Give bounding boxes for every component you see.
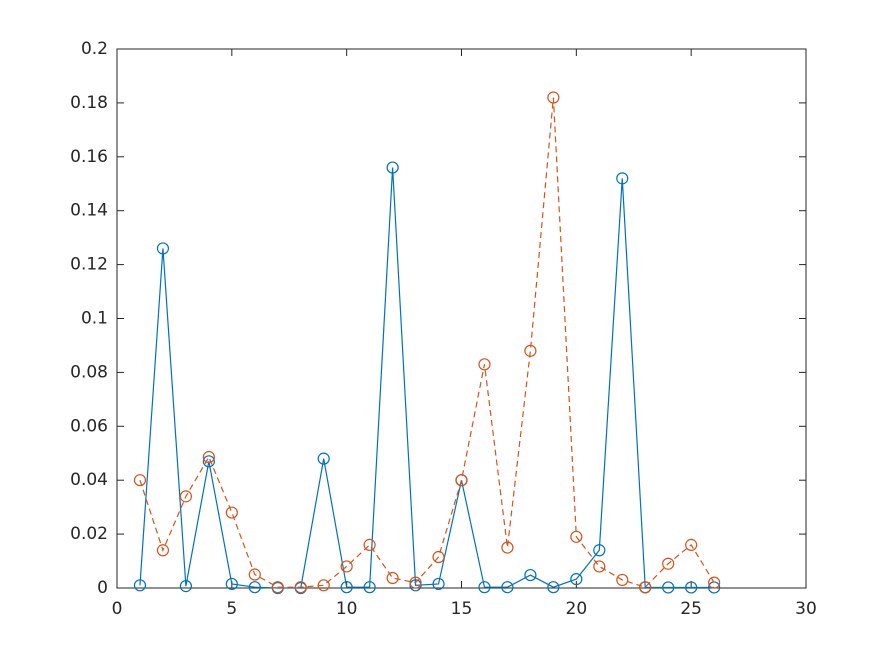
y-tick-label: 0.02 — [70, 524, 108, 544]
data-point — [478, 581, 491, 594]
y-tick-label: 0 — [97, 578, 108, 598]
data-point — [363, 581, 376, 594]
data-point — [547, 91, 560, 104]
data-point — [386, 571, 399, 585]
data-point — [386, 161, 399, 174]
data-point — [179, 490, 192, 503]
data-point — [662, 581, 675, 594]
data-point — [363, 538, 376, 551]
data-point — [708, 576, 721, 589]
data-point — [317, 452, 330, 465]
data-point — [156, 242, 170, 255]
data-point — [593, 544, 606, 557]
data-point — [202, 455, 215, 468]
y-tick-label: 0.1 — [81, 309, 108, 329]
x-tick-label: 20 — [566, 599, 588, 619]
y-tick-label: 0.12 — [70, 255, 108, 275]
data-point — [409, 576, 422, 589]
y-tick-label: 0.18 — [70, 93, 108, 113]
x-tick-label: 0 — [112, 599, 123, 619]
x-tick-label: 10 — [336, 599, 358, 619]
data-point — [524, 344, 537, 357]
series-line — [139, 97, 715, 588]
data-point — [501, 541, 514, 554]
y-tick-label: 0.2 — [81, 39, 108, 59]
data-point — [478, 358, 491, 371]
y-tick-label: 0.16 — [70, 147, 108, 167]
data-point — [133, 579, 147, 592]
data-point — [662, 557, 675, 570]
data-point — [156, 544, 170, 557]
data-point — [685, 538, 698, 551]
data-point — [340, 581, 353, 594]
data-point — [271, 581, 284, 594]
y-tick-label: 0.04 — [70, 470, 108, 490]
data-point — [225, 506, 238, 519]
data-point — [593, 560, 606, 573]
y-tick-label: 0.08 — [70, 362, 108, 382]
data-point — [455, 474, 468, 487]
data-point — [294, 581, 307, 594]
data-point — [432, 577, 445, 591]
data-point — [685, 581, 698, 594]
data-point — [570, 530, 583, 543]
data-point — [340, 560, 353, 573]
data-point — [501, 581, 514, 594]
data-point — [248, 581, 261, 594]
data-point — [547, 581, 560, 594]
data-point — [570, 573, 583, 586]
x-tick-label: 5 — [226, 599, 237, 619]
series-line — [139, 167, 715, 589]
data-point — [133, 474, 147, 487]
data-point — [432, 550, 445, 564]
data-point — [524, 568, 537, 582]
data-point — [639, 581, 652, 594]
data-point — [202, 450, 215, 464]
x-tick-label: 30 — [795, 599, 817, 619]
data-point — [225, 577, 238, 591]
data-point — [616, 573, 629, 587]
data-point — [616, 172, 629, 185]
data-point — [409, 579, 422, 592]
y-tick-label: 0.14 — [70, 201, 108, 221]
x-tick-label: 15 — [451, 599, 473, 619]
data-point — [317, 579, 330, 592]
data-point — [179, 580, 192, 593]
x-tick-label: 25 — [680, 599, 702, 619]
data-point — [248, 568, 261, 581]
y-tick-label: 0.06 — [70, 416, 108, 436]
